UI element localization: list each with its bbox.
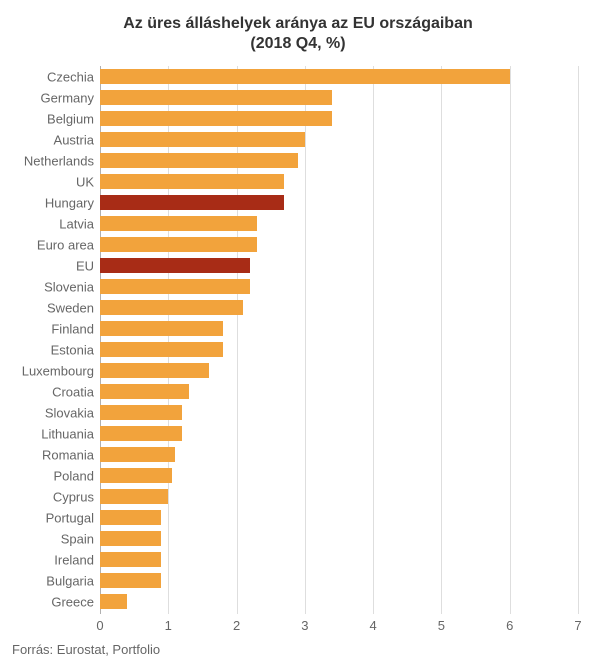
- bar: [100, 489, 168, 504]
- bar: [100, 510, 161, 525]
- y-axis-label: Lithuania: [41, 426, 94, 441]
- gridline: [578, 66, 579, 614]
- y-axis-label: Sweden: [47, 300, 94, 315]
- bar: [100, 300, 243, 315]
- x-axis-tick: 0: [96, 618, 103, 633]
- bar: [100, 321, 223, 336]
- bar-row: Ireland: [100, 549, 578, 570]
- bar-row: Poland: [100, 465, 578, 486]
- bar: [100, 426, 182, 441]
- chart-title-line1: Az üres álláshelyek aránya az EU országa…: [123, 15, 473, 32]
- x-axis-tick: 3: [301, 618, 308, 633]
- y-axis-label: Romania: [42, 447, 94, 462]
- chart-title-line2: (2018 Q4, %): [250, 35, 345, 52]
- bar-row: Hungary: [100, 192, 578, 213]
- bar: [100, 342, 223, 357]
- bar: [100, 111, 332, 126]
- y-axis-label: Finland: [51, 321, 94, 336]
- bar-row: Netherlands: [100, 150, 578, 171]
- y-axis-label: Croatia: [52, 384, 94, 399]
- y-axis-label: Slovakia: [45, 405, 94, 420]
- bar: [100, 132, 305, 147]
- y-axis-label: Portugal: [46, 510, 94, 525]
- chart-title: Az üres álláshelyek aránya az EU országa…: [8, 14, 588, 54]
- bar: [100, 405, 182, 420]
- x-axis-tick: 2: [233, 618, 240, 633]
- y-axis-label: Ireland: [54, 552, 94, 567]
- bar: [100, 552, 161, 567]
- bar-row: Romania: [100, 444, 578, 465]
- y-axis-label: Cyprus: [53, 489, 94, 504]
- bar-row: Croatia: [100, 381, 578, 402]
- bar-row: Slovenia: [100, 276, 578, 297]
- bar-row: Latvia: [100, 213, 578, 234]
- bar: [100, 174, 284, 189]
- x-axis-tick: 4: [370, 618, 377, 633]
- bar-row: Luxembourg: [100, 360, 578, 381]
- bar-row: Lithuania: [100, 423, 578, 444]
- bar-row: Sweden: [100, 297, 578, 318]
- x-axis: 01234567: [100, 614, 578, 640]
- bar: [100, 195, 284, 210]
- y-axis-label: Luxembourg: [22, 363, 94, 378]
- y-axis-label: Estonia: [51, 342, 94, 357]
- x-axis-tick: 6: [506, 618, 513, 633]
- y-axis-label: Czechia: [47, 69, 94, 84]
- y-axis-label: Belgium: [47, 111, 94, 126]
- bar: [100, 363, 209, 378]
- bar: [100, 531, 161, 546]
- bar-row: EU: [100, 255, 578, 276]
- bar: [100, 573, 161, 588]
- y-axis-label: Hungary: [45, 195, 94, 210]
- bar-row: Germany: [100, 87, 578, 108]
- bar-row: Czechia: [100, 66, 578, 87]
- bar: [100, 90, 332, 105]
- bar-row: Spain: [100, 528, 578, 549]
- y-axis-label: Germany: [41, 90, 94, 105]
- y-axis-label: UK: [76, 174, 94, 189]
- bar-row: UK: [100, 171, 578, 192]
- bar-row: Euro area: [100, 234, 578, 255]
- x-axis-tick: 1: [165, 618, 172, 633]
- bar-row: Cyprus: [100, 486, 578, 507]
- y-axis-label: EU: [76, 258, 94, 273]
- y-axis-label: Netherlands: [24, 153, 94, 168]
- bar-row: Belgium: [100, 108, 578, 129]
- y-axis-label: Latvia: [59, 216, 94, 231]
- y-axis-label: Bulgaria: [46, 573, 94, 588]
- bar: [100, 279, 250, 294]
- y-axis-label: Euro area: [37, 237, 94, 252]
- source-label: Forrás: Eurostat, Portfolio: [8, 642, 588, 657]
- bar: [100, 69, 510, 84]
- x-axis-tick: 5: [438, 618, 445, 633]
- bar-row: Portugal: [100, 507, 578, 528]
- bar: [100, 258, 250, 273]
- bar-row: Finland: [100, 318, 578, 339]
- bar: [100, 468, 172, 483]
- y-axis-label: Poland: [54, 468, 94, 483]
- bar: [100, 594, 127, 609]
- bar-row: Greece: [100, 591, 578, 612]
- plot-area: CzechiaGermanyBelgiumAustriaNetherlandsU…: [100, 66, 578, 614]
- y-axis-label: Austria: [54, 132, 94, 147]
- x-axis-tick: 7: [574, 618, 581, 633]
- bar-row: Austria: [100, 129, 578, 150]
- bar: [100, 216, 257, 231]
- bar-row: Slovakia: [100, 402, 578, 423]
- chart-container: Az üres álláshelyek aránya az EU országa…: [0, 0, 608, 665]
- bar: [100, 447, 175, 462]
- y-axis-label: Slovenia: [44, 279, 94, 294]
- bar-row: Bulgaria: [100, 570, 578, 591]
- y-axis-label: Greece: [51, 594, 94, 609]
- y-axis-label: Spain: [61, 531, 94, 546]
- bar: [100, 237, 257, 252]
- bar: [100, 384, 189, 399]
- bar: [100, 153, 298, 168]
- bar-row: Estonia: [100, 339, 578, 360]
